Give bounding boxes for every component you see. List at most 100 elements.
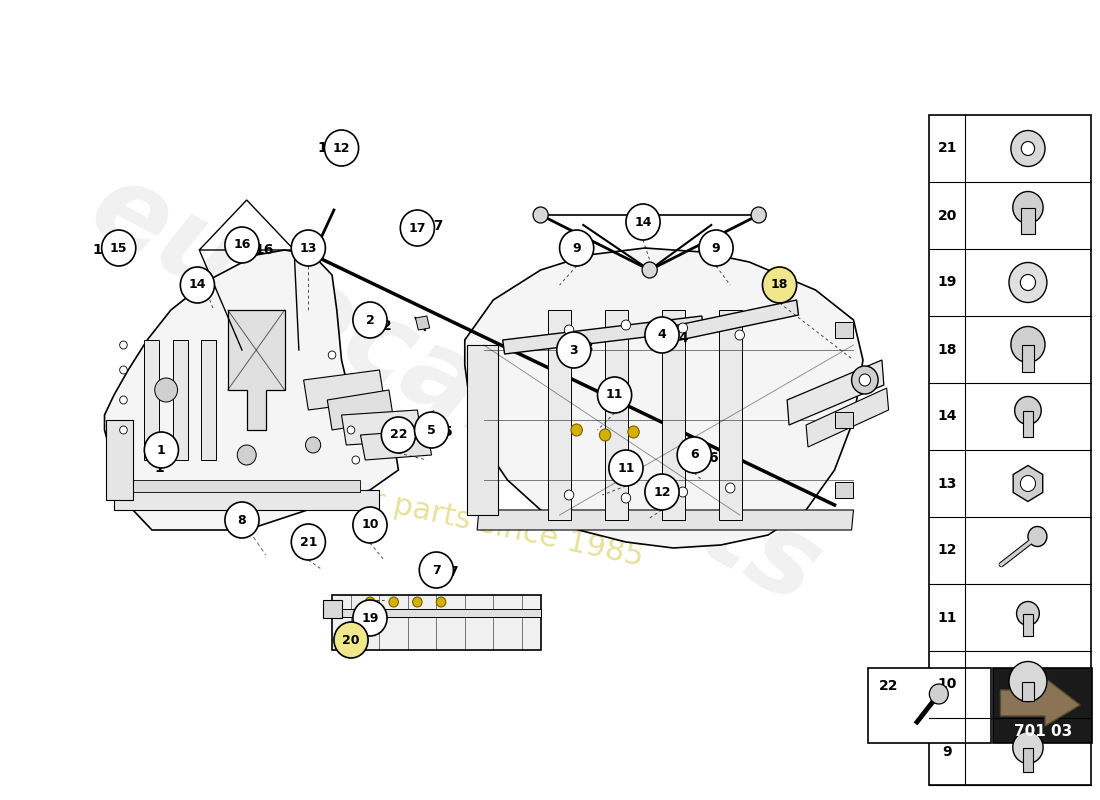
Polygon shape: [465, 248, 864, 548]
Circle shape: [560, 230, 594, 266]
Bar: [868, 668, 991, 743]
Circle shape: [1009, 662, 1047, 702]
Text: 14: 14: [189, 278, 206, 291]
Text: 4: 4: [678, 331, 688, 345]
Circle shape: [353, 302, 387, 338]
Circle shape: [224, 502, 258, 538]
Text: 19: 19: [937, 275, 957, 290]
Text: 1: 1: [157, 443, 166, 457]
Polygon shape: [548, 310, 571, 520]
Polygon shape: [662, 310, 684, 520]
Circle shape: [120, 366, 128, 374]
Text: 701 03: 701 03: [1013, 723, 1071, 738]
Text: 11: 11: [617, 462, 635, 474]
Polygon shape: [328, 390, 394, 430]
Circle shape: [1016, 602, 1040, 626]
Polygon shape: [322, 600, 341, 618]
Circle shape: [180, 267, 214, 303]
Circle shape: [735, 330, 745, 340]
Circle shape: [1013, 191, 1043, 223]
Polygon shape: [835, 322, 854, 338]
Polygon shape: [835, 482, 854, 498]
Polygon shape: [228, 310, 285, 430]
Text: 6: 6: [690, 449, 698, 462]
Circle shape: [698, 230, 733, 266]
Circle shape: [621, 320, 630, 330]
Circle shape: [609, 450, 644, 486]
Text: 10: 10: [361, 518, 378, 531]
Polygon shape: [104, 250, 398, 530]
Text: 9: 9: [712, 242, 720, 254]
Circle shape: [628, 426, 639, 438]
Text: 19: 19: [361, 611, 378, 625]
Text: 9: 9: [572, 242, 581, 254]
Polygon shape: [503, 316, 704, 354]
Circle shape: [534, 207, 548, 223]
Text: 10: 10: [937, 678, 957, 691]
Polygon shape: [201, 340, 217, 460]
Circle shape: [564, 490, 574, 500]
Circle shape: [1011, 130, 1045, 166]
Circle shape: [224, 227, 258, 263]
Polygon shape: [361, 430, 431, 460]
Text: 17: 17: [425, 219, 444, 233]
Text: 17: 17: [408, 222, 426, 234]
Circle shape: [564, 325, 574, 335]
Text: 7: 7: [432, 563, 441, 577]
Text: 14: 14: [937, 410, 957, 423]
Circle shape: [642, 262, 657, 278]
Bar: [930, 115, 1090, 785]
Polygon shape: [788, 360, 883, 425]
Circle shape: [1013, 731, 1043, 763]
Circle shape: [1027, 526, 1047, 546]
Circle shape: [389, 597, 398, 607]
Circle shape: [726, 483, 735, 493]
Circle shape: [437, 597, 446, 607]
Circle shape: [1021, 475, 1035, 491]
Polygon shape: [332, 595, 540, 650]
Text: 12: 12: [333, 142, 350, 154]
Text: 2: 2: [382, 319, 392, 333]
Polygon shape: [605, 310, 628, 520]
Text: 12: 12: [653, 486, 671, 498]
Circle shape: [348, 426, 355, 434]
Circle shape: [419, 552, 453, 588]
Polygon shape: [332, 609, 540, 617]
Text: 14: 14: [635, 215, 652, 229]
Text: 2: 2: [365, 314, 374, 326]
Text: 20: 20: [342, 634, 360, 646]
Text: eurocarparts: eurocarparts: [73, 153, 838, 627]
Circle shape: [930, 684, 948, 704]
Circle shape: [1021, 274, 1035, 290]
Polygon shape: [654, 300, 799, 345]
Text: 16: 16: [233, 238, 251, 251]
Polygon shape: [1023, 614, 1033, 635]
Polygon shape: [835, 412, 854, 428]
Polygon shape: [477, 510, 854, 530]
Text: 9: 9: [943, 745, 953, 758]
Text: 21: 21: [299, 535, 317, 549]
Polygon shape: [1023, 410, 1033, 437]
Polygon shape: [1013, 466, 1043, 502]
Circle shape: [851, 366, 878, 394]
Text: 12: 12: [937, 543, 957, 558]
Circle shape: [600, 429, 610, 441]
Circle shape: [120, 396, 128, 404]
Circle shape: [144, 432, 178, 468]
Circle shape: [324, 130, 359, 166]
Circle shape: [597, 377, 631, 413]
Text: 8: 8: [223, 513, 232, 527]
Polygon shape: [114, 490, 379, 510]
Circle shape: [292, 230, 326, 266]
Text: 3: 3: [583, 341, 593, 355]
Circle shape: [762, 267, 796, 303]
Polygon shape: [719, 310, 741, 520]
Circle shape: [412, 597, 422, 607]
Text: 6: 6: [708, 451, 718, 465]
Polygon shape: [304, 370, 384, 410]
Circle shape: [353, 600, 387, 636]
Circle shape: [292, 524, 326, 560]
Polygon shape: [806, 388, 889, 447]
Text: 22: 22: [879, 679, 899, 693]
Text: 5: 5: [443, 425, 452, 439]
